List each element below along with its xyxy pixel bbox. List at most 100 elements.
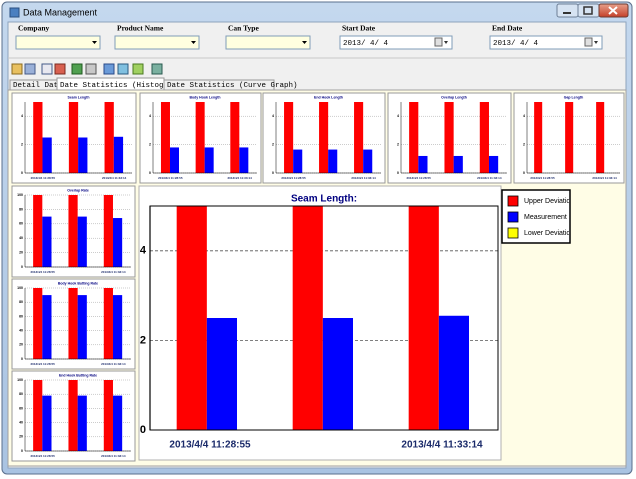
y-tick-label: 2 xyxy=(397,143,399,147)
y-tick-label: 0 xyxy=(272,171,274,175)
chart: Body Hook Length 0 2 4 2013/4/4 11:28:55 2013… xyxy=(139,92,262,184)
y-tick-label: 0 xyxy=(397,171,399,175)
y-tick-label: 2 xyxy=(523,143,525,147)
tool-icon[interactable] xyxy=(117,63,129,75)
bar xyxy=(438,315,469,430)
bar xyxy=(160,102,170,173)
y-tick-label: 40 xyxy=(19,421,23,425)
dropdown-arrow[interactable] xyxy=(302,41,307,44)
x-tick-label: 2013/4/4 11:33:14 xyxy=(101,454,126,458)
x-tick-label: 2013/4/4 11:33:14 xyxy=(351,176,376,180)
legend-label: Upper Deviation xyxy=(524,198,574,205)
maximize-button[interactable] xyxy=(577,3,600,18)
chart-title: Seam Length xyxy=(68,95,90,99)
calendar-icon[interactable] xyxy=(584,37,593,47)
chart-title: Overlap Rate xyxy=(67,188,89,192)
chart-title: Gap Length xyxy=(564,95,583,99)
x-tick-label: 2013/4/4 11:33:14 xyxy=(227,176,252,180)
plot-frame xyxy=(149,205,499,431)
tool-icon[interactable] xyxy=(41,63,53,75)
legend-swatch xyxy=(507,195,519,207)
bar xyxy=(409,102,419,173)
tool-icon[interactable] xyxy=(151,63,163,75)
tool-icon[interactable] xyxy=(85,63,97,75)
bar xyxy=(112,395,123,451)
x-tick-label: 2013/4/4 11:33:14 xyxy=(101,270,126,274)
date-picker[interactable] xyxy=(489,35,603,50)
dropdown-arrow[interactable] xyxy=(92,41,97,44)
y-tick-label: 0 xyxy=(21,265,23,269)
y-tick-label: 80 xyxy=(19,300,23,304)
filter-label: End Date xyxy=(492,24,523,33)
bar xyxy=(77,395,87,451)
window-title: Data Management xyxy=(23,7,98,17)
chart-title: Seam Length: xyxy=(291,194,357,205)
bar xyxy=(42,216,52,267)
bar xyxy=(195,102,205,173)
chart-title: Body Hook Length xyxy=(189,95,220,99)
calendar-icon[interactable] xyxy=(434,37,443,47)
tool-icon[interactable] xyxy=(54,63,66,75)
x-tick-label: 2013/4/4 11:28:55 xyxy=(30,454,55,458)
bar xyxy=(68,288,78,359)
x-tick-label: 2013/4/4 11:28:55 xyxy=(30,270,55,274)
tab-label: Date Statistics (Curve Graph) xyxy=(167,82,298,90)
y-tick-label: 0 xyxy=(21,357,23,361)
tool-icon[interactable] xyxy=(71,63,83,75)
bar xyxy=(453,155,463,173)
filter-bar: Company Product Name Can Type Start Date 201… xyxy=(15,24,603,50)
minimize-button[interactable] xyxy=(556,3,579,18)
chart-title: Overlap Length xyxy=(441,95,467,99)
y-tick-label: 4 xyxy=(523,114,525,118)
x-tick-label: 2013/4/4 11:28:55 xyxy=(31,176,56,180)
bar xyxy=(444,102,454,173)
x-tick-label: 2013/4/4 11:28:55 xyxy=(406,176,431,180)
y-tick-label: 0 xyxy=(140,424,146,436)
y-tick-label: 4 xyxy=(397,114,399,118)
y-tick-label: 0 xyxy=(21,171,23,175)
bar xyxy=(42,295,52,359)
y-tick-label: 4 xyxy=(272,114,274,118)
y-tick-label: 40 xyxy=(19,236,23,240)
dropdown-arrow[interactable] xyxy=(444,41,448,44)
dropdown-arrow[interactable] xyxy=(594,41,598,44)
bar xyxy=(319,102,329,173)
bar xyxy=(103,380,113,451)
tool-icon[interactable] xyxy=(132,63,144,75)
y-tick-label: 2 xyxy=(272,143,274,147)
bar xyxy=(42,395,52,451)
bar xyxy=(68,102,79,173)
y-tick-label: 0 xyxy=(149,171,151,175)
maximize-glyph xyxy=(583,6,593,15)
bar xyxy=(565,102,574,173)
y-tick-label: 20 xyxy=(19,251,23,255)
y-tick-label: 100 xyxy=(17,193,23,197)
tool-icon[interactable] xyxy=(11,63,23,75)
combo-box[interactable] xyxy=(114,35,200,50)
bar xyxy=(534,102,543,173)
chart-title: End Hook Length xyxy=(314,95,343,99)
bar xyxy=(77,216,87,267)
minimize-glyph xyxy=(563,12,571,14)
chart-title: End Hook Butting Rate xyxy=(59,373,97,377)
y-tick-label: 2 xyxy=(140,334,146,346)
date-picker[interactable] xyxy=(339,35,453,50)
bar xyxy=(78,137,88,173)
dropdown-arrow[interactable] xyxy=(191,41,196,44)
bar xyxy=(292,206,323,430)
combo-box[interactable] xyxy=(15,35,101,50)
bar xyxy=(112,295,123,359)
tool-icon[interactable] xyxy=(103,63,115,75)
combo-box[interactable] xyxy=(225,35,311,50)
legend-swatch xyxy=(507,227,519,239)
bar xyxy=(363,149,373,173)
chart: End Hook Butting Rate 0 20 40 60 80 100 2013/4/… xyxy=(11,370,136,462)
x-tick-label: 2013/4/4 11:33:14 xyxy=(592,176,617,180)
bar xyxy=(239,147,249,173)
y-tick-label: 2 xyxy=(149,143,151,147)
bar xyxy=(33,102,43,173)
tool-icon[interactable] xyxy=(24,63,36,75)
x-tick-label: 2013/4/4 11:28:55 xyxy=(158,176,183,180)
